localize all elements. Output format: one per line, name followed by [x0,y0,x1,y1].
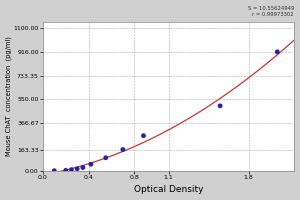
Text: S = 10.55624949
r = 0.99973302: S = 10.55624949 r = 0.99973302 [248,6,294,17]
Point [141,134,146,137]
Point [69,168,74,171]
Y-axis label: Mouse ChAT  concentration  (pg/ml): Mouse ChAT concentration (pg/ml) [6,36,12,156]
Point [218,104,223,107]
X-axis label: Optical Density: Optical Density [134,185,203,194]
Point [121,148,125,151]
Point [80,166,85,169]
Point [103,156,108,159]
Point [275,50,280,53]
Point [88,163,93,166]
Point [75,167,80,170]
Point [63,169,68,172]
Point [52,169,57,172]
